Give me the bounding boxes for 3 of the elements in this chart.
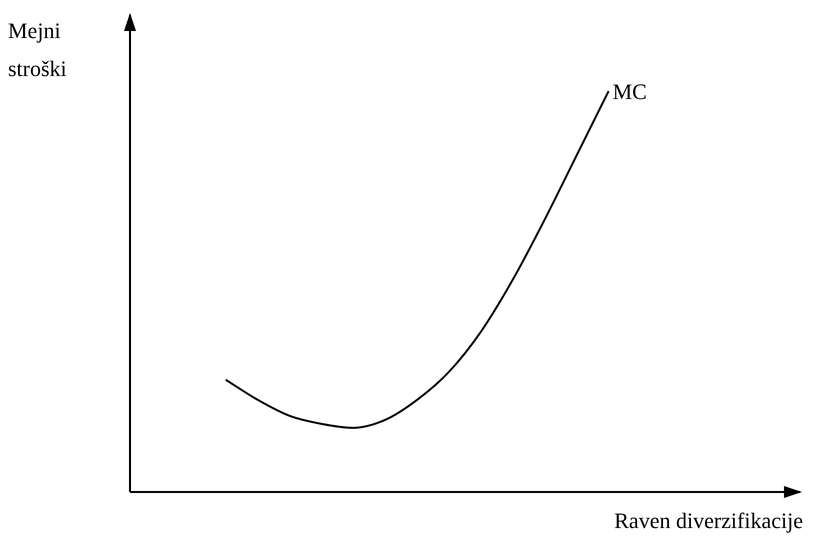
y-axis-title: Mejni stroški (8, 17, 67, 83)
series-label: MC (612, 78, 647, 104)
x-axis-title: Raven diverzifikacije (614, 508, 803, 534)
